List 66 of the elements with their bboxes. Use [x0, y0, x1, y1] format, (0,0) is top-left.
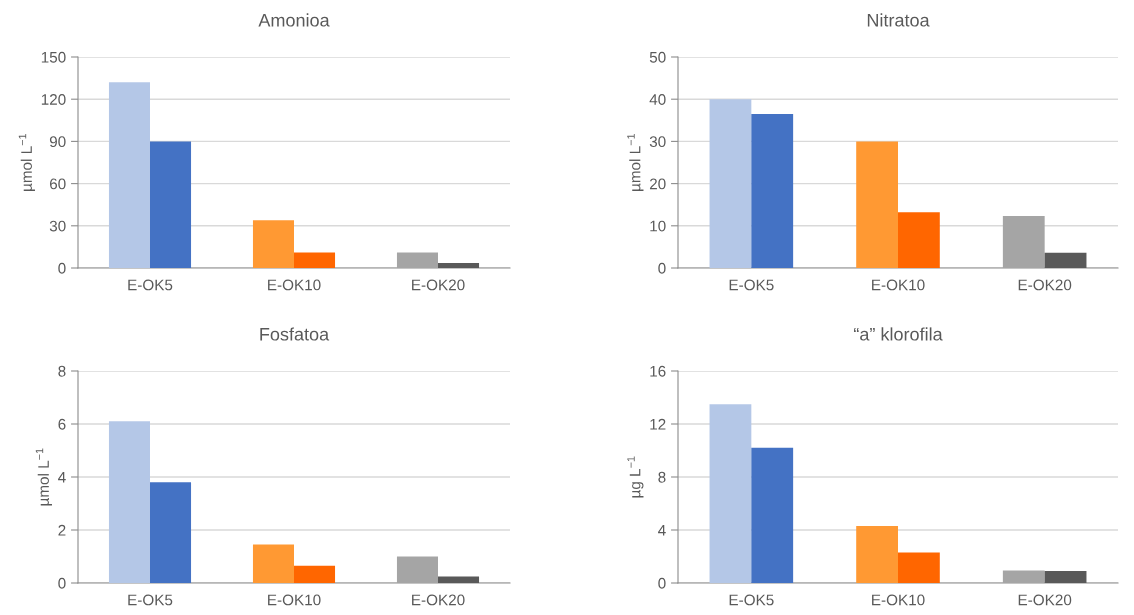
bar: [438, 576, 480, 583]
bar: [438, 263, 480, 268]
y-tick-label: 16: [650, 365, 666, 377]
y-tick-label: 120: [41, 94, 66, 105]
y-tick-label: 90: [49, 136, 66, 148]
x-tick-label: E-OK10: [268, 279, 321, 291]
y-axis-title: µg L$^{−1}$: [627, 456, 644, 498]
bar: [396, 556, 438, 583]
x-tick-label: E-OK20: [412, 279, 465, 291]
y-tick-label: 30: [49, 220, 66, 232]
bar: [709, 99, 752, 268]
bar: [751, 113, 794, 268]
y-tick-label: 12: [650, 418, 666, 430]
y-tick-label: 4: [658, 525, 666, 536]
bar: [1044, 571, 1087, 583]
y-tick-label: 150: [41, 51, 66, 63]
y-tick-label: 6: [58, 418, 66, 430]
y-tick-label: 60: [49, 178, 66, 190]
x-tick-label: E-OK5: [729, 279, 774, 291]
bar: [108, 421, 150, 583]
bar: [898, 552, 940, 583]
x-tick-label: E-OK20: [1018, 279, 1072, 291]
chart-title: Fosfatoa: [260, 327, 330, 341]
y-axis-title: µmol L$^{−1}$: [627, 134, 644, 191]
x-tick-label: E-OK10: [268, 594, 321, 606]
x-tick-label: E-OK5: [128, 279, 173, 291]
bar: [150, 482, 192, 583]
bar: [294, 565, 336, 583]
y-tick-label: 8: [658, 471, 666, 483]
y-axis-title: µmol L$^{−1}$: [18, 134, 35, 191]
bar: [898, 212, 940, 268]
x-tick-label: E-OK20: [1018, 594, 1072, 606]
bar: [294, 252, 336, 268]
chart-title: “a” klorofila: [854, 327, 943, 341]
y-tick-label: 30: [649, 136, 666, 148]
chart-title: Nitratoa: [867, 13, 930, 27]
y-axis-title: µmol L$^{−1}$: [35, 448, 52, 506]
bar: [856, 526, 898, 583]
y-tick-label: 0: [58, 577, 66, 589]
y-tick-label: 8: [58, 365, 66, 377]
bar: [751, 447, 794, 583]
y-tick-label: 2: [58, 524, 66, 536]
y-tick-label: 20: [649, 178, 666, 190]
y-tick-label: 0: [658, 577, 666, 589]
bar: [396, 252, 438, 268]
x-tick-label: E-OK10: [872, 279, 925, 291]
bar: [252, 544, 294, 583]
bar: [1002, 570, 1045, 583]
chart-title: Amonioa: [258, 13, 330, 27]
y-tick-label: 4: [58, 472, 66, 483]
bar: [108, 82, 150, 268]
bar: [709, 404, 752, 583]
y-tick-label: 40: [649, 94, 666, 105]
y-tick-label: 0: [658, 262, 666, 274]
bar: [150, 141, 192, 268]
x-tick-label: E-OK10: [872, 594, 925, 606]
x-tick-label: E-OK5: [128, 594, 173, 606]
bar: [1044, 252, 1087, 268]
bar: [856, 141, 898, 268]
x-tick-label: E-OK20: [412, 594, 465, 606]
y-tick-label: 50: [649, 51, 666, 63]
x-tick-label: E-OK5: [729, 594, 774, 606]
y-tick-label: 0: [58, 262, 66, 274]
bar: [252, 220, 294, 268]
y-tick-label: 10: [650, 220, 666, 232]
bar: [1002, 216, 1045, 268]
